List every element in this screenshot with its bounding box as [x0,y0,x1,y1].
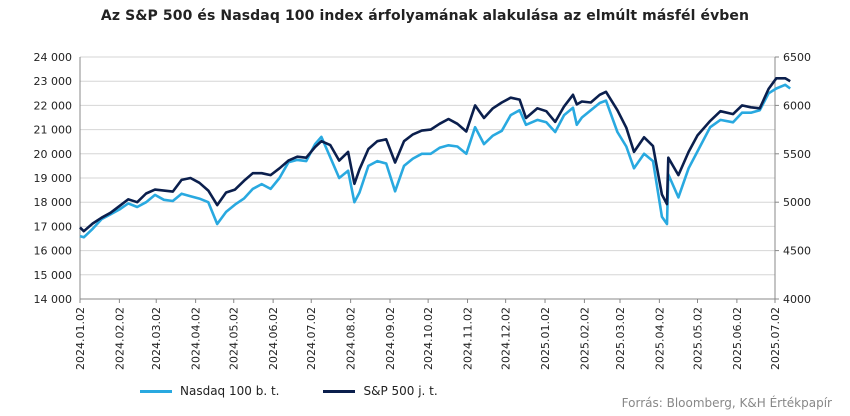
x-tick-label: 2025.06.02 [731,307,744,370]
legend: Nasdaq 100 b. t. S&P 500 j. t. [140,384,438,398]
x-tick-label: 2024.05.02 [228,307,241,370]
x-tick-label: 2024.03.02 [150,307,163,370]
x-tick-label: 2024.04.02 [190,307,203,370]
y-tick-left: 14 000 [34,293,73,306]
legend-label-nasdaq: Nasdaq 100 b. t. [180,384,280,398]
y-tick-right: 6000 [783,99,811,112]
x-tick-label: 2025.01.02 [539,307,552,370]
x-tick-label: 2024.02.02 [113,307,126,370]
y-tick-left: 17 000 [34,220,73,233]
y-tick-left: 23 000 [34,75,73,88]
y-tick-left: 24 000 [34,51,73,64]
x-tick-label: 2025.02.02 [578,307,591,370]
x-tick-label: 2024.12.02 [500,307,513,370]
x-tick-label: 2025.05.02 [691,307,704,370]
x-tick-label: 2024.01.02 [74,307,87,370]
y-tick-right: 4000 [783,293,811,306]
chart-title: Az S&P 500 és Nasdaq 100 index árfolyamá… [100,8,750,24]
series-line-nasdaq [79,83,791,239]
y-tick-left: 18 000 [34,196,73,209]
y-tick-left: 19 000 [34,172,73,185]
y-tick-left: 16 000 [34,245,73,258]
series-line-sp500 [79,77,791,233]
y-tick-right: 4500 [783,245,811,258]
legend-item-sp500[interactable]: S&P 500 j. t. [323,384,438,398]
x-tick-label: 2024.10.02 [422,307,435,370]
y-tick-right: 5000 [783,196,811,209]
x-tick-label: 2025.04.02 [653,307,666,370]
x-tick-label: 2024.09.02 [384,307,397,370]
y-tick-left: 21 000 [34,124,73,137]
y-tick-left: 20 000 [34,148,73,161]
x-tick-label: 2024.06.02 [267,307,280,370]
y-tick-left: 22 000 [34,99,73,112]
x-tick-label: 2024.07.02 [305,307,318,370]
legend-swatch-nasdaq [140,389,172,393]
x-tick-label: 2025.03.02 [614,307,627,370]
x-tick-label: 2025.07.02 [769,307,782,370]
y-tick-right: 5500 [783,148,811,161]
legend-swatch-sp500 [323,389,356,393]
legend-label-sp500: S&P 500 j. t. [363,384,438,398]
x-tick-label: 2024.11.02 [462,307,475,370]
y-tick-right: 6500 [783,51,811,64]
legend-item-nasdaq[interactable]: Nasdaq 100 b. t. [140,384,279,398]
source-note: Forrás: Bloomberg, K&H Értékpapír [621,396,832,410]
y-tick-left: 15 000 [34,269,73,282]
x-tick-label: 2024.08.02 [345,307,358,370]
